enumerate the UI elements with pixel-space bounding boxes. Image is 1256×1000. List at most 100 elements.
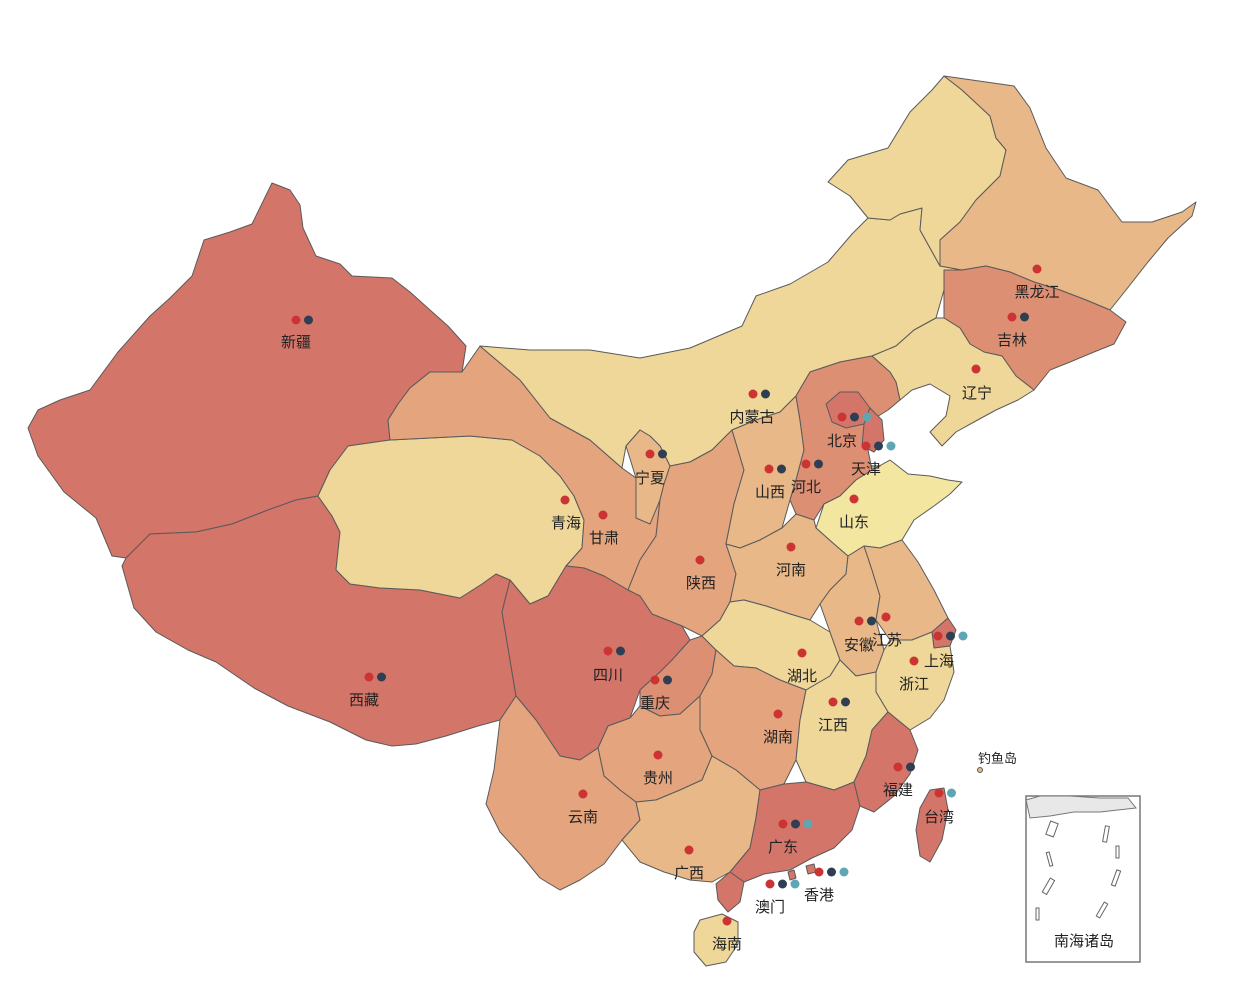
- marker-hunan-red[interactable]: [773, 709, 783, 719]
- marker-anhui-navy[interactable]: [867, 616, 876, 626]
- label-beijing: 北京: [827, 432, 857, 450]
- marker-shandong-red[interactable]: [849, 494, 859, 504]
- marker-beijing-teal[interactable]: [862, 412, 872, 422]
- label-shanxi: 山西: [755, 483, 785, 501]
- marker-tianjin-red[interactable]: [861, 441, 871, 451]
- label-neimenggu: 内蒙古: [729, 408, 774, 426]
- inset-coastline: [1025, 795, 1137, 819]
- label-ningxia: 宁夏: [635, 469, 665, 487]
- marker-guangdong-navy[interactable]: [791, 819, 800, 829]
- label-xinjiang: 新疆: [281, 333, 311, 351]
- island-diaoyu[interactable]: [977, 767, 983, 773]
- marker-hebei-red[interactable]: [801, 459, 811, 469]
- marker-ningxia-navy[interactable]: [658, 449, 667, 459]
- label-gansu: 甘肃: [589, 529, 619, 547]
- label-fujian: 福建: [883, 781, 913, 799]
- marker-xizang-navy[interactable]: [377, 672, 386, 682]
- label-shaanxi: 陕西: [686, 574, 716, 592]
- marker-xianggang-red[interactable]: [814, 867, 824, 877]
- marker-jilin-navy[interactable]: [1020, 312, 1029, 322]
- inset-islands: [1035, 820, 1122, 921]
- region-guangdong[interactable]: [729, 781, 861, 883]
- south-china-sea-inset: 南海诸岛: [1025, 795, 1141, 963]
- marker-fujian-red[interactable]: [893, 762, 903, 772]
- marker-guangdong-red[interactable]: [778, 819, 788, 829]
- label-aomen: 澳门: [755, 898, 785, 916]
- marker-shanghai-teal[interactable]: [958, 631, 968, 641]
- marker-hebei-navy[interactable]: [814, 459, 823, 469]
- marker-yunnan-red[interactable]: [578, 789, 588, 799]
- label-tianjin: 天津: [851, 460, 881, 478]
- label-henan: 河南: [776, 561, 806, 579]
- marker-aomen-red[interactable]: [765, 879, 775, 889]
- region-fujian[interactable]: [853, 711, 919, 813]
- region-guangdong-peninsula[interactable]: [715, 871, 745, 913]
- marker-beijing-red[interactable]: [837, 412, 847, 422]
- marker-xianggang-navy[interactable]: [827, 867, 836, 877]
- marker-shaanxi-red[interactable]: [695, 555, 705, 565]
- marker-sichuan-navy[interactable]: [616, 646, 625, 656]
- marker-anhui-red[interactable]: [854, 616, 864, 626]
- label-zhejiang: 浙江: [899, 675, 929, 693]
- marker-hainan-red[interactable]: [722, 916, 732, 926]
- marker-guizhou-red[interactable]: [653, 750, 663, 760]
- marker-xinjiang-navy[interactable]: [304, 315, 313, 325]
- label-sichuan: 四川: [593, 666, 623, 684]
- region-aomen[interactable]: [787, 869, 797, 881]
- marker-aomen-navy[interactable]: [778, 879, 787, 889]
- marker-shanghai-navy[interactable]: [946, 631, 955, 641]
- label-chongqing: 重庆: [640, 694, 670, 712]
- marker-xianggang-teal[interactable]: [839, 867, 849, 877]
- label-hebei: 河北: [791, 478, 821, 496]
- marker-ningxia-red[interactable]: [645, 449, 655, 459]
- marker-jiangxi-red[interactable]: [828, 697, 838, 707]
- region-qinghai[interactable]: [317, 435, 585, 605]
- label-liaoning: 辽宁: [962, 384, 992, 402]
- marker-taiwan-red[interactable]: [934, 788, 944, 798]
- marker-chongqing-navy[interactable]: [663, 675, 672, 685]
- label-guangdong: 广东: [768, 838, 798, 856]
- label-jilin: 吉林: [997, 331, 1027, 349]
- label-qinghai: 青海: [551, 514, 581, 532]
- marker-hubei-red[interactable]: [797, 648, 807, 658]
- label-yunnan: 云南: [568, 808, 598, 826]
- marker-aomen-teal[interactable]: [790, 879, 800, 889]
- marker-liaoning-red[interactable]: [971, 364, 981, 374]
- marker-guangxi-red[interactable]: [684, 845, 694, 855]
- marker-chongqing-red[interactable]: [650, 675, 660, 685]
- marker-henan-red[interactable]: [786, 542, 796, 552]
- province-regions: [27, 75, 1197, 967]
- marker-xizang-red[interactable]: [364, 672, 374, 682]
- marker-zhejiang-red[interactable]: [909, 656, 919, 666]
- marker-qinghai-red[interactable]: [560, 495, 570, 505]
- marker-taiwan-teal[interactable]: [947, 788, 956, 798]
- marker-tianjin-navy[interactable]: [874, 441, 883, 451]
- label-heilongjiang: 黑龙江: [1014, 283, 1059, 301]
- marker-neimenggu-red[interactable]: [748, 389, 758, 399]
- region-xianggang[interactable]: [805, 863, 817, 875]
- inset-label: 南海诸岛: [1054, 932, 1114, 950]
- marker-shanghai-red[interactable]: [933, 631, 943, 641]
- marker-tianjin-teal[interactable]: [886, 441, 896, 451]
- marker-fujian-navy[interactable]: [906, 762, 915, 772]
- marker-sichuan-red[interactable]: [603, 646, 613, 656]
- marker-beijing-navy[interactable]: [850, 412, 859, 422]
- region-yunnan[interactable]: [485, 695, 641, 891]
- marker-shanxi-red[interactable]: [764, 464, 774, 474]
- label-guangxi: 广西: [674, 864, 704, 882]
- marker-gansu-red[interactable]: [598, 510, 608, 520]
- region-taiwan[interactable]: [915, 787, 949, 863]
- marker-jiangsu-red[interactable]: [881, 612, 891, 622]
- marker-heilongjiang-red[interactable]: [1032, 264, 1042, 274]
- marker-guangdong-teal[interactable]: [803, 819, 813, 829]
- marker-jiangxi-navy[interactable]: [841, 697, 850, 707]
- marker-xinjiang-red[interactable]: [291, 315, 301, 325]
- label-shanghai: 上海: [924, 652, 954, 670]
- label-xianggang: 香港: [804, 886, 834, 904]
- marker-shanxi-navy[interactable]: [777, 464, 786, 474]
- marker-jilin-red[interactable]: [1007, 312, 1017, 322]
- label-jiangxi: 江西: [818, 716, 848, 734]
- label-anhui: 安徽: [844, 636, 874, 654]
- marker-neimenggu-navy[interactable]: [761, 389, 770, 399]
